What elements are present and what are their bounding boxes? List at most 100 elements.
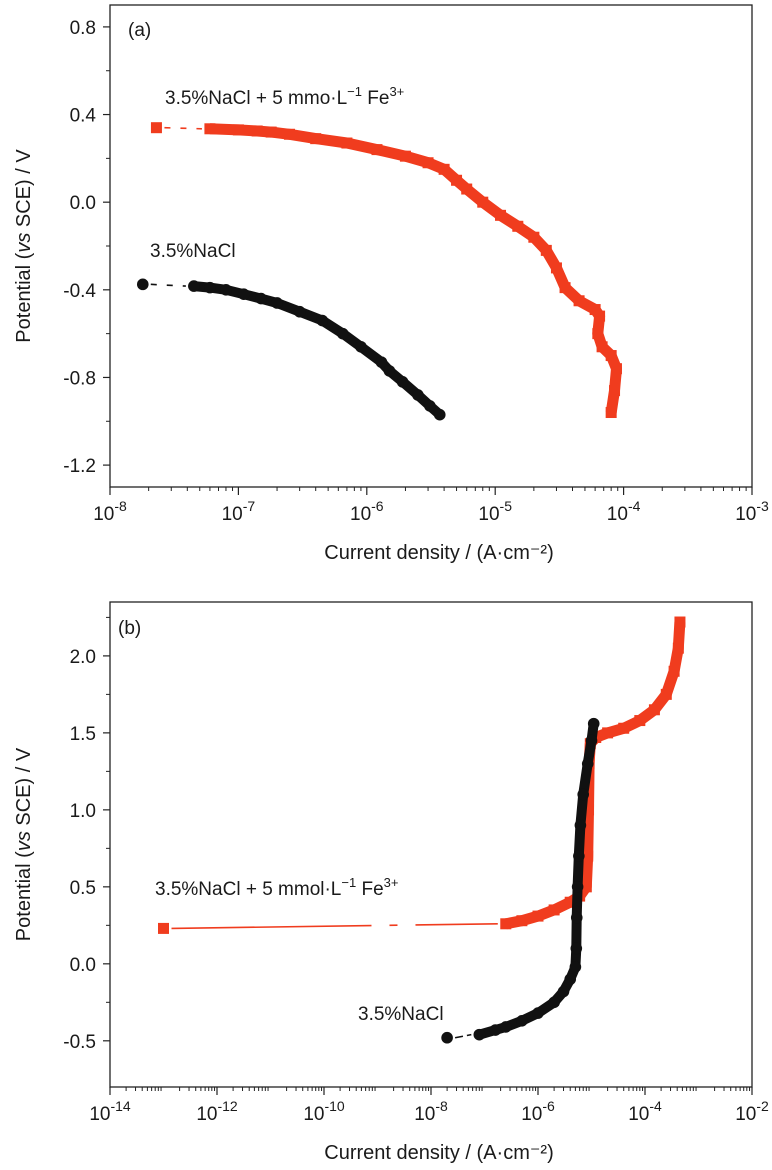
panel-a-series-2-point	[396, 376, 409, 388]
panel-b-series-2-point	[548, 996, 560, 1009]
panel-b-series-2-point	[516, 1014, 528, 1027]
panel-b-series-1-point	[500, 918, 512, 930]
panel-a-series-1-point	[477, 196, 489, 208]
panel-b-series-2-point	[573, 850, 585, 862]
panel-a-series-1-point	[495, 209, 507, 221]
panel-a-x-tick-label: 10-3	[735, 498, 769, 525]
panel-b-series-2-point	[577, 788, 590, 801]
panel-a-series-1-connector	[164, 126, 202, 130]
panel-b-y-tick-label: 1.0	[70, 801, 96, 822]
panel-b-series-1-point	[532, 910, 544, 922]
panel-b-y-tick-label: 1.5	[70, 724, 96, 745]
panel-b-y-tick-label: 0.5	[70, 878, 96, 899]
panel-a-series-1-point	[605, 350, 617, 362]
panel-a-series-1-point	[422, 157, 434, 169]
panel-b-series-1-label: 3.5%NaCl + 5 mmol·L−1 Fe3+	[155, 875, 398, 900]
panel-a-y-tick-label: -0.4	[63, 281, 96, 302]
panel-b-series-1-point	[582, 850, 594, 862]
panel-a-series-2-point	[412, 389, 424, 401]
panel-a-series-2-label: 3.5%NaCl	[150, 241, 236, 262]
panel-b-series-1-curve	[504, 621, 686, 930]
panel-a-series-1-point	[592, 328, 604, 340]
panel-b-series-1-point	[158, 922, 169, 934]
panel-a-x-tick-label: 10-7	[222, 498, 256, 525]
panel-a-series-1-point	[399, 150, 411, 162]
panel-a-series-1-point	[528, 231, 540, 243]
panel-a-x-tick-label: 10-5	[478, 498, 512, 525]
panel-a-series-1-label: 3.5%NaCl + 5 mmo·L−1 Fe3+	[165, 84, 404, 109]
panel-a-series-2-point	[336, 327, 349, 340]
panel-a-series-2-connector	[150, 283, 186, 287]
panel-a-series-2-point	[188, 280, 200, 292]
panel-a-series-1-point	[594, 310, 606, 322]
panel-b-x-tick-label: 10-10	[303, 1098, 345, 1125]
panel-a-series-2-point	[316, 314, 329, 327]
panel-a-series-1-point	[550, 262, 562, 274]
panel-b-y-tick-label: 0.0	[70, 955, 96, 976]
panel-a-series-2-curve	[193, 281, 444, 419]
panel-a-series-2-point	[136, 278, 149, 291]
panel-b-series-1-point	[618, 722, 630, 734]
panel-b-series-2-point	[473, 1028, 486, 1041]
panel-a-series-1-point	[559, 282, 571, 294]
panel-a-series-1-point	[265, 126, 277, 138]
panel-a-series-2	[136, 278, 446, 421]
panel-a-series-1-point	[610, 363, 622, 375]
panel-b-series-2-curve	[477, 722, 599, 1040]
panel-b-series-1-point	[583, 804, 595, 816]
panel-a-x-tick-label: 10-8	[93, 498, 127, 525]
panel-a-series-1-point	[461, 183, 473, 195]
panel-b-series-1-point	[516, 915, 528, 927]
panel-b-series-2-point	[570, 911, 583, 924]
panel-a-series-2-point	[375, 356, 388, 368]
panel-b-series-1-connector	[171, 922, 498, 930]
panel-a-series-1-point	[371, 144, 383, 156]
panel-a-series-1-point	[596, 341, 608, 353]
panel-a-series-1-point	[341, 137, 353, 149]
panel-b-series-1-point	[672, 642, 684, 654]
panel-b-x-tick-label: 10-8	[414, 1098, 448, 1125]
panel-b-series-2-connector	[454, 1033, 472, 1039]
panel-a-series-1-point	[540, 244, 552, 256]
panel-a-series-2-point	[355, 340, 367, 353]
panel-a-series-1-point	[512, 220, 524, 232]
panel-b-x-tick-label: 10-12	[196, 1098, 238, 1125]
panel-a-series-2-point	[433, 408, 446, 421]
panel-a-series-1-point	[232, 124, 244, 136]
panel-b-series-2-point	[571, 881, 584, 893]
panel-a-x-tick-label: 10-6	[350, 498, 384, 525]
panel-b-series-2-label: 3.5%NaCl	[358, 1004, 444, 1025]
panel-a-y-tick-label: -1.2	[63, 456, 96, 477]
panel-b-series-2-point	[499, 1021, 512, 1033]
panel-a-series-1	[150, 122, 622, 419]
panel-b-series-2-point	[489, 1024, 502, 1036]
panel-a-series-1-point	[609, 385, 621, 397]
panel-b-series-1-point	[602, 727, 614, 739]
panel-b-y-tick-label: -0.5	[63, 1032, 96, 1053]
panel-a-series-2-point	[237, 288, 250, 301]
panel-b-series-2-point	[569, 961, 582, 973]
panel-a-series-1-point	[283, 128, 295, 140]
panel-b-series-2-point	[557, 985, 570, 998]
panel-b-x-tick-label: 10-2	[735, 1098, 769, 1125]
panel-a-series-2-point	[271, 297, 283, 309]
panel-b-series-1-point	[674, 616, 686, 628]
panel-b-series-1-point	[548, 904, 560, 916]
panel-a-series-2-point	[220, 284, 232, 296]
panel-a-y-tick-label: 0.8	[70, 18, 96, 39]
panel-a-series-1-point	[150, 122, 162, 134]
panel-a-series-2-point	[424, 400, 436, 412]
panel-b-series-1-point	[668, 665, 680, 677]
panel-b-y-tick-label: 2.0	[70, 647, 96, 668]
panel-b-series-2-point	[564, 973, 577, 986]
panel-b-series-1-point	[634, 715, 646, 727]
panel-b-y-axis-title: Potential (vs SCE) / V	[13, 747, 35, 941]
panel-a-series-2-point	[293, 305, 306, 318]
panel-a-series-1-point	[451, 174, 463, 186]
panel-a-series-2-point	[255, 292, 267, 305]
panel-b-x-tick-label: 10-14	[89, 1098, 131, 1125]
panel-a-series-1-point	[438, 163, 450, 175]
panel-a-series-2-point	[204, 281, 216, 294]
panel-b-series-1-point	[660, 688, 672, 700]
panel-b-series-2-point	[585, 734, 598, 747]
